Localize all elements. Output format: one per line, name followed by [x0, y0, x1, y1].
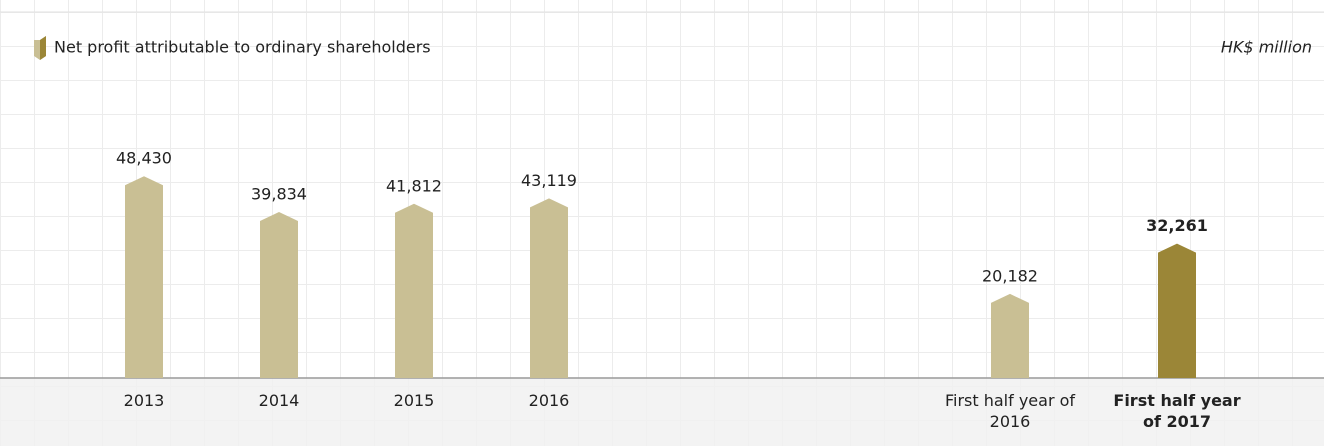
x-tick-label: First half year of 2017	[1113, 391, 1241, 431]
value-label: 39,834	[251, 185, 307, 204]
bar	[395, 203, 433, 378]
value-label: 48,430	[116, 149, 172, 168]
x-tick-label: 2014	[258, 391, 300, 410]
value-label: 20,182	[982, 266, 1038, 285]
x-tick-label: First half year of 2016	[944, 391, 1076, 431]
bar	[260, 212, 298, 378]
bar	[1158, 243, 1196, 378]
bar	[530, 198, 568, 378]
bar	[125, 176, 163, 378]
axis-band	[0, 378, 1324, 446]
x-tick-label: 2015	[393, 391, 435, 410]
value-label: 41,812	[386, 176, 442, 195]
value-label: 43,119	[521, 171, 577, 190]
value-label: 32,261	[1146, 216, 1208, 235]
x-tick-label: 2013	[123, 391, 165, 410]
unit-label: HK$ million	[1221, 38, 1312, 57]
bar	[991, 293, 1029, 378]
legend-icon-shade	[40, 36, 46, 60]
chart-title: Net profit attributable to ordinary shar…	[54, 38, 431, 57]
x-tick-label: 2016	[528, 391, 570, 410]
